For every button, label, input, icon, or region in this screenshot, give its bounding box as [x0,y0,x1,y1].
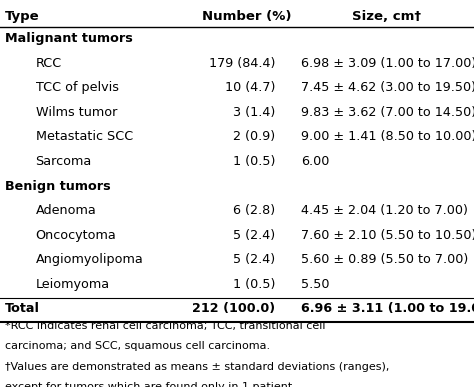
Text: Size, cm†: Size, cm† [352,10,421,23]
Text: 212 (100.0): 212 (100.0) [192,303,275,315]
Text: 5 (2.4): 5 (2.4) [233,229,275,242]
Text: 9.00 ± 1.41 (8.50 to 10.00): 9.00 ± 1.41 (8.50 to 10.00) [301,130,474,144]
Text: 7.45 ± 4.62 (3.00 to 19.50): 7.45 ± 4.62 (3.00 to 19.50) [301,81,474,94]
Text: Wilms tumor: Wilms tumor [36,106,117,119]
Text: Benign tumors: Benign tumors [5,180,110,193]
Text: carcinoma; and SCC, squamous cell carcinoma.: carcinoma; and SCC, squamous cell carcin… [5,341,270,351]
Text: Malignant tumors: Malignant tumors [5,32,133,45]
Text: Total: Total [5,303,40,315]
Text: TCC of pelvis: TCC of pelvis [36,81,118,94]
Text: 6.00: 6.00 [301,155,329,168]
Text: 3 (1.4): 3 (1.4) [233,106,275,119]
Text: *RCC indicates renal cell carcinoma; TCC, transitional cell: *RCC indicates renal cell carcinoma; TCC… [5,321,325,331]
Text: 6 (2.8): 6 (2.8) [233,204,275,217]
Text: Number (%): Number (%) [202,10,291,23]
Text: 2 (0.9): 2 (0.9) [233,130,275,144]
Text: Type: Type [5,10,39,23]
Text: RCC: RCC [36,57,62,70]
Text: 5.50: 5.50 [301,278,329,291]
Text: 6.98 ± 3.09 (1.00 to 17.00): 6.98 ± 3.09 (1.00 to 17.00) [301,57,474,70]
Text: 7.60 ± 2.10 (5.50 to 10.50): 7.60 ± 2.10 (5.50 to 10.50) [301,229,474,242]
Text: Sarcoma: Sarcoma [36,155,92,168]
Text: 1 (0.5): 1 (0.5) [233,278,275,291]
Text: 6.96 ± 3.11 (1.00 to 19.00): 6.96 ± 3.11 (1.00 to 19.00) [301,303,474,315]
Text: 5.60 ± 0.89 (5.50 to 7.00): 5.60 ± 0.89 (5.50 to 7.00) [301,253,468,266]
Text: 5 (2.4): 5 (2.4) [233,253,275,266]
Text: Leiomyoma: Leiomyoma [36,278,109,291]
Text: 1 (0.5): 1 (0.5) [233,155,275,168]
Text: Adenoma: Adenoma [36,204,96,217]
Text: Oncocytoma: Oncocytoma [36,229,116,242]
Text: except for tumors which are found only in 1 patient.: except for tumors which are found only i… [5,382,296,387]
Text: †Values are demonstrated as means ± standard deviations (ranges),: †Values are demonstrated as means ± stan… [5,362,389,372]
Text: 179 (84.4): 179 (84.4) [209,57,275,70]
Text: Metastatic SCC: Metastatic SCC [36,130,133,144]
Text: Angiomyolipoma: Angiomyolipoma [36,253,143,266]
Text: 9.83 ± 3.62 (7.00 to 14.50): 9.83 ± 3.62 (7.00 to 14.50) [301,106,474,119]
Text: 4.45 ± 2.04 (1.20 to 7.00): 4.45 ± 2.04 (1.20 to 7.00) [301,204,468,217]
Text: 10 (4.7): 10 (4.7) [225,81,275,94]
